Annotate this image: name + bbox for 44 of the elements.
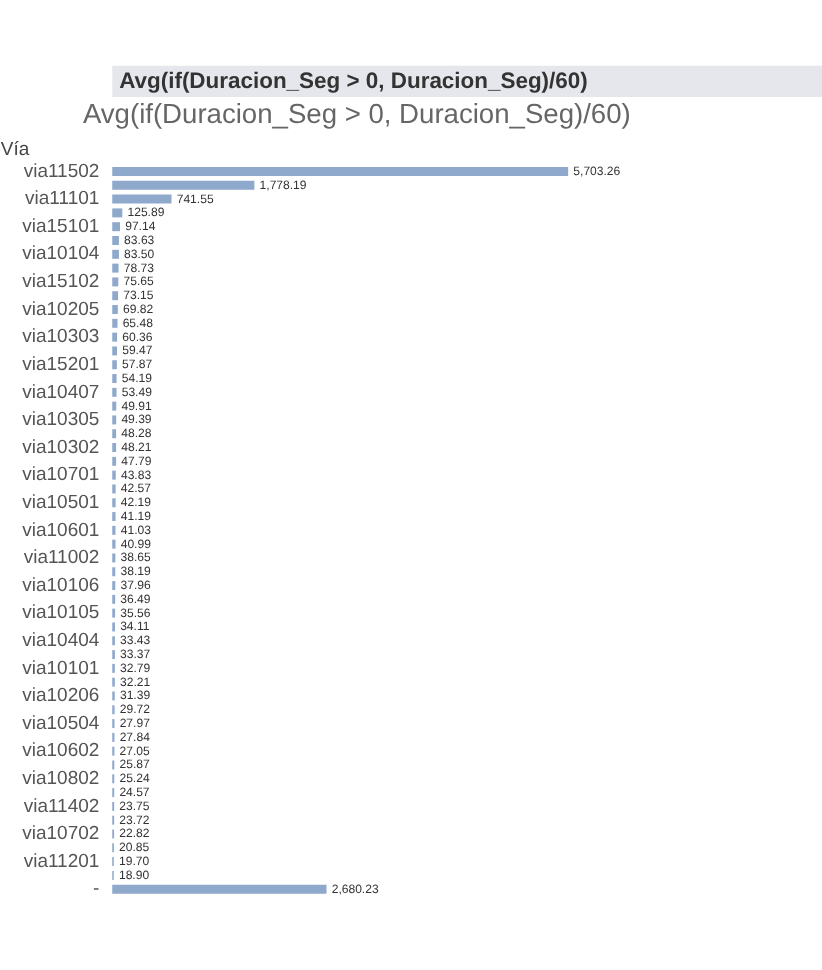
y-tick-label: via11502	[23, 160, 100, 183]
y-tick-label: via10101	[22, 657, 100, 680]
bar	[112, 180, 255, 190]
y-tick-label: via10601	[22, 519, 100, 542]
chart-title: Avg(if(Duracion_Seg > 0, Duracion_Seg)/60)	[119, 70, 589, 95]
y-tick-label: via15201	[22, 353, 100, 376]
y-tick-label: via10205	[22, 298, 100, 321]
y-tick-label: via15101	[22, 215, 100, 238]
y-tick-label: via10104	[22, 243, 100, 266]
chart-subtitle: Avg(if(Duracion_Seg > 0, Duracion_Seg)/60)	[82, 96, 631, 129]
y-tick-label: via10302	[22, 436, 100, 459]
bar	[112, 291, 119, 301]
bar	[112, 236, 119, 245]
bar	[112, 884, 327, 894]
y-tick-label: -	[92, 878, 100, 901]
y-tick-label: via10702	[22, 823, 100, 846]
bar	[112, 249, 119, 259]
y-tick-label: via15102	[22, 271, 100, 294]
y-tick-label: via10602	[22, 740, 100, 763]
bar	[112, 208, 123, 218]
y-tick-label: via11201	[23, 850, 100, 873]
y-tick-label: via10206	[22, 685, 100, 708]
bar	[112, 305, 118, 314]
y-tick-label: via10305	[22, 409, 100, 432]
y-tick-label: via10501	[22, 491, 100, 514]
bar	[112, 222, 121, 232]
bar	[112, 318, 118, 328]
bar	[112, 194, 172, 204]
y-axis-title: Vía	[0, 138, 31, 161]
bar	[112, 332, 118, 342]
y-tick-label: via10701	[22, 464, 100, 487]
bar	[112, 167, 569, 176]
bar	[112, 263, 119, 273]
y-tick-label: via11002	[23, 547, 100, 570]
y-tick-label: via10106	[22, 574, 100, 597]
y-tick-label: via10802	[22, 767, 100, 790]
bar	[112, 277, 119, 287]
y-tick-label: via11402	[23, 795, 100, 818]
y-tick-label: via10105	[22, 602, 100, 625]
y-tick-label: via10504	[22, 712, 100, 735]
y-tick-label: via10407	[22, 381, 100, 404]
y-tick-label: via10303	[22, 326, 100, 349]
y-tick-label: via10404	[22, 629, 100, 652]
y-tick-label: via11101	[25, 188, 100, 211]
